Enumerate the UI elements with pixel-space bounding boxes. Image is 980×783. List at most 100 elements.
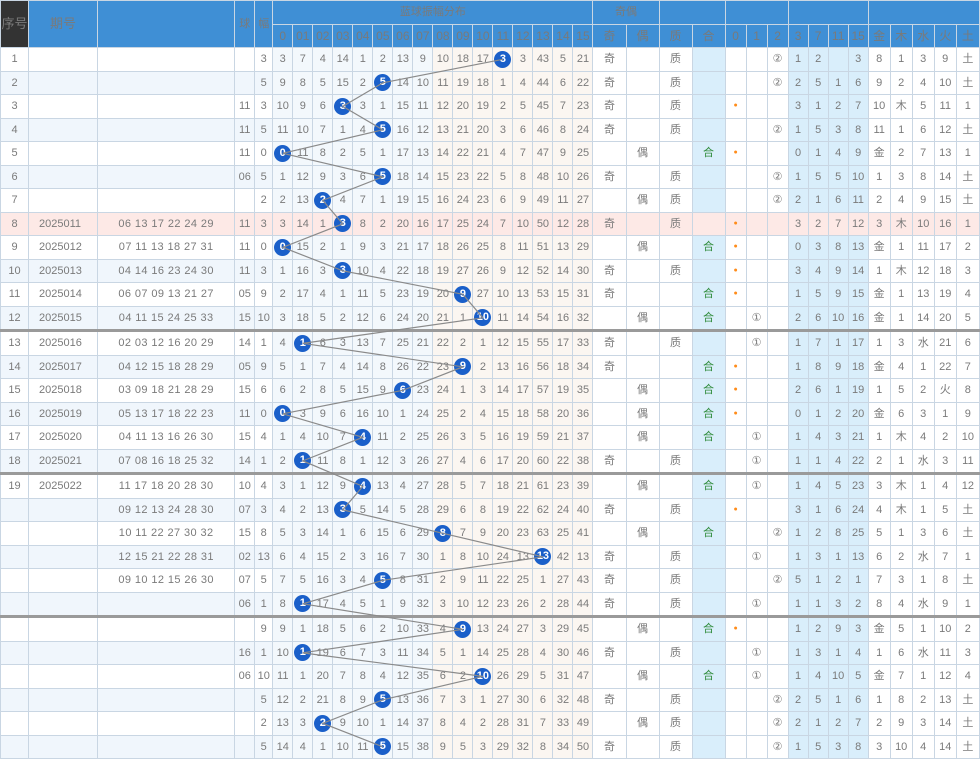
composite-cell: 合 xyxy=(691,354,726,379)
tail-cell-1: 4 xyxy=(807,258,829,283)
mod-cell-0 xyxy=(724,591,747,618)
composite-cell xyxy=(691,640,726,665)
table-row: 11 2025014 06 07 09 13 21 27 05 9 2 17 4 1 11 5 23 1… xyxy=(0,282,980,307)
amp-dist-cell: 10 xyxy=(392,616,414,642)
amp-dist-cell: 27 xyxy=(552,568,574,593)
amplitude-cell: 5 xyxy=(254,734,274,759)
tail-cell-0: 1 xyxy=(787,117,809,142)
parity-even-cell xyxy=(625,544,660,569)
red-balls-cell: 09 12 13 24 28 30 xyxy=(97,497,236,522)
amp-dist-cell: 7 xyxy=(332,425,354,450)
hit-ball: 2 xyxy=(314,191,332,209)
amp-dist-cell: 24 xyxy=(492,616,514,642)
amp-dist-cell: 8 xyxy=(332,687,354,712)
mod-cell-1 xyxy=(745,401,768,426)
tail-cell-0: 3 xyxy=(787,258,809,283)
amp-dist-cell: 22 xyxy=(452,141,474,166)
red-balls-cell xyxy=(97,47,236,72)
amp-dist-cell: 12 xyxy=(392,664,414,689)
mod-cell-2 xyxy=(766,425,789,450)
amp-dist-cell: 39 xyxy=(572,473,594,499)
amp-dist-cell: 3 xyxy=(292,711,314,736)
mod-cell-0 xyxy=(724,687,747,712)
element-cell-3: 10 xyxy=(933,616,957,642)
amp-dist-cell: 54 xyxy=(532,305,554,332)
hit-ball: 9 xyxy=(454,358,472,376)
red-balls-cell: 04 11 15 24 25 33 xyxy=(97,305,236,332)
amp-dist-cell: 17 xyxy=(412,235,434,260)
seq-cell: 2 xyxy=(0,70,30,95)
composite-cell xyxy=(691,687,726,712)
tail-cell-1: 1 xyxy=(807,448,829,475)
element-cell-1: 1 xyxy=(889,448,913,475)
amp-dist-cell: 2 xyxy=(372,47,394,72)
seq-cell: 12 xyxy=(0,305,30,332)
table-row: 5 14 4 1 10 11 5 15 38 9 5 3 29 32 8 34 50 奇质 ② 1 5 3 8 3 10 4 14 土 xyxy=(0,734,980,759)
tail-cell-3: 8 xyxy=(847,734,869,759)
red-balls-cell: 10 11 22 27 30 32 xyxy=(97,521,236,546)
amp-dist-cell: 8 xyxy=(332,448,354,475)
amp-dist-cell: 19 xyxy=(412,282,434,307)
mod-cell-2: ② xyxy=(766,521,789,546)
amp-dist-cell: 34 xyxy=(412,640,434,665)
element-cell-4: 10 xyxy=(955,425,980,450)
amp-dist-cell: 1 xyxy=(392,401,414,426)
element-cell-4: 5 xyxy=(955,305,980,332)
amp-dist-cell: 12 xyxy=(472,591,494,618)
element-cell-4: 3 xyxy=(955,258,980,283)
parity-odd-cell: 奇 xyxy=(592,734,627,759)
table-row: 5 12 2 21 8 9 5 13 36 7 3 1 27 30 6 32 48 奇质 ② 2 5 1 6 1 8 2 13 土 xyxy=(0,687,980,712)
red-balls-cell xyxy=(97,591,236,618)
amp-dist-cell: 47 xyxy=(572,664,594,689)
amp-dist-cell: 3 xyxy=(492,117,514,142)
tail-cell-3: 7 xyxy=(847,711,869,736)
amp-dist-cell: 19 xyxy=(312,640,334,665)
tail-cell-0: 1 xyxy=(787,640,809,665)
mod-cell-0 xyxy=(724,117,747,142)
parity-odd-cell: 奇 xyxy=(592,70,627,95)
tail-cell-1: 6 xyxy=(807,378,829,403)
amp-dist-cell: 21 xyxy=(552,425,574,450)
amp-dist-cell: 18 xyxy=(512,401,534,426)
composite-cell xyxy=(691,568,726,593)
mod-cell-1 xyxy=(745,282,768,307)
mod-cell-0 xyxy=(724,425,747,450)
tail-cell-2 xyxy=(827,47,849,72)
tail-cell-0: 2 xyxy=(787,687,809,712)
parity-even-cell xyxy=(625,164,660,189)
table-row: 1 3 3 7 4 14 1 2 13 9 10 18 17 3 3 43 5 21 奇质 ② 1 2 3 8 1 3 9 土 xyxy=(0,47,980,72)
mod-cell-0: ● xyxy=(724,94,747,119)
amp-dist-cell: 8 xyxy=(312,378,334,403)
amplitude-cell: 3 xyxy=(254,47,274,72)
tail-cell-0: 0 xyxy=(787,401,809,426)
parity-even-cell xyxy=(625,354,660,379)
element-cell-3: 9 xyxy=(933,591,957,618)
amp-dist-cell: 35 xyxy=(572,378,594,403)
element-cell-3: 17 xyxy=(933,235,957,260)
element-cell-0: 1 xyxy=(867,687,891,712)
amp-dist-cell: 3 xyxy=(372,235,394,260)
amp-dist-cell: 14 xyxy=(472,640,494,665)
element-cell-2: 4 xyxy=(911,425,935,450)
amp-dist-cell: 12 xyxy=(272,687,294,712)
parity-odd-cell: 奇 xyxy=(592,448,627,475)
amp-dist-cell: 22 xyxy=(392,258,414,283)
tail-cell-1: 1 xyxy=(807,141,829,166)
parity-odd-cell: 奇 xyxy=(592,568,627,593)
amp-dist-cell: 5 xyxy=(332,378,354,403)
amp-dist-cell: 1 xyxy=(272,258,294,283)
amp-dist-cell: 18 xyxy=(292,305,314,332)
amp-dist-cell: 16 xyxy=(392,117,414,142)
amp-dist-cell: 8 xyxy=(552,117,574,142)
mod-cell-0: ● xyxy=(724,211,747,236)
element-cell-2: 1 xyxy=(911,616,935,642)
amp-dist-cell: 22 xyxy=(432,330,454,356)
amp-dist-cell: 43 xyxy=(572,568,594,593)
prime-cell xyxy=(658,378,693,403)
tail-cell-0: 1 xyxy=(787,164,809,189)
parity-col-header-1: 偶 xyxy=(625,23,660,48)
amp-dist-cell: 21 xyxy=(452,117,474,142)
amp-dist-cell: 32 xyxy=(552,687,574,712)
element-cell-0: 金 xyxy=(867,401,891,426)
amp-dist-cell: 13 xyxy=(392,687,414,712)
